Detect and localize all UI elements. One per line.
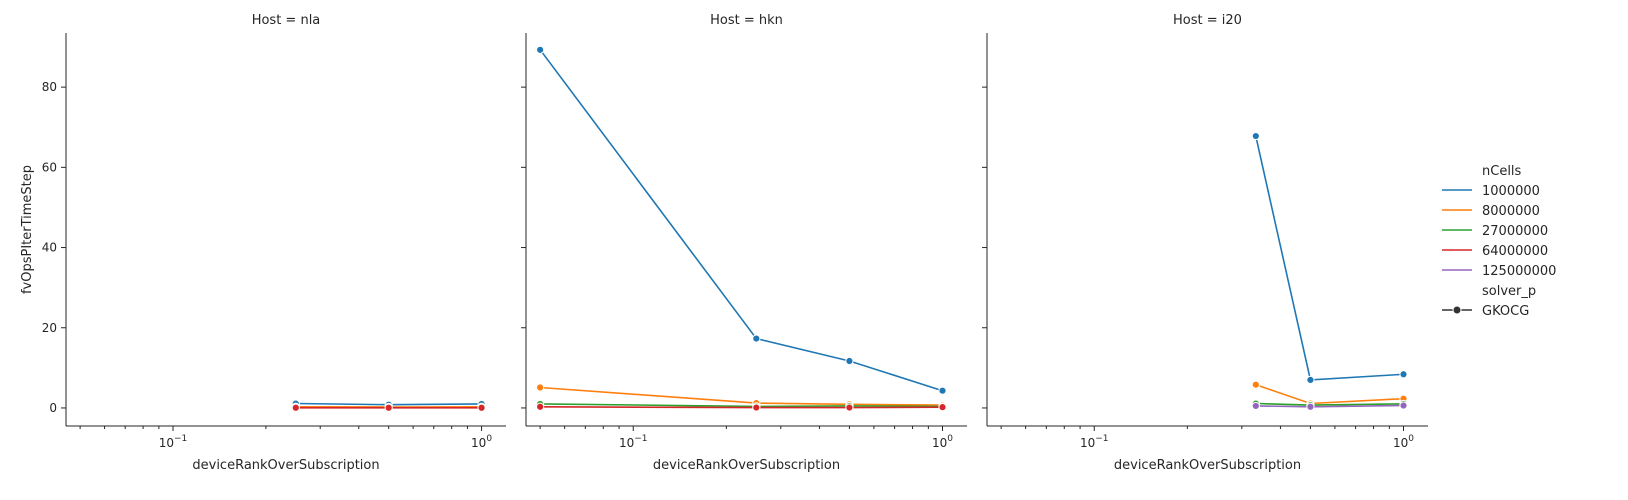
data-point [536, 45, 545, 54]
x-axis-title: deviceRankOverSubscription [192, 458, 379, 473]
x-tick-exponent: 0 [947, 434, 953, 444]
x-tick-label: 10−1 [1080, 434, 1109, 450]
data-point [1306, 402, 1315, 411]
x-tick-base: 10 [471, 436, 486, 450]
legend-marker [1452, 305, 1462, 315]
x-tick-exponent: 0 [1408, 434, 1414, 444]
x-tick-base: 10 [619, 436, 634, 450]
x-tick-base: 10 [1080, 436, 1095, 450]
y-tick-label: 20 [42, 321, 57, 335]
legend-entry: 1000000 [1442, 184, 1540, 199]
legend-entry: 125000000 [1442, 264, 1556, 279]
data-point [845, 356, 854, 366]
data-point [845, 403, 854, 412]
legend-label: 125000000 [1482, 264, 1556, 279]
x-axis-title: deviceRankOverSubscription [1114, 458, 1301, 473]
series-line [540, 405, 943, 409]
series-1000000 [536, 45, 947, 395]
data-point [536, 402, 545, 411]
x-tick-label: 100 [471, 434, 492, 450]
legend-label: 8000000 [1482, 204, 1540, 219]
series-8000000 [1251, 380, 1408, 408]
series-64000000 [536, 402, 947, 412]
legend-label: 27000000 [1482, 224, 1548, 239]
x-tick-exponent: −1 [634, 434, 647, 444]
series-line [540, 386, 943, 406]
series-1000000 [1251, 131, 1408, 384]
x-axis-title: deviceRankOverSubscription [653, 458, 840, 473]
legend-entry: 64000000 [1442, 244, 1548, 259]
x-tick-base: 10 [932, 436, 947, 450]
data-point [291, 403, 300, 412]
series-27000000 [1251, 399, 1408, 410]
data-point [752, 403, 761, 412]
data-point [938, 386, 947, 395]
legend-title-hue: nCells [1482, 164, 1522, 179]
legend-label: 64000000 [1482, 244, 1548, 259]
series-125000000 [1251, 401, 1408, 411]
series-line [540, 403, 943, 408]
x-tick-exponent: −1 [174, 434, 187, 444]
data-point [938, 403, 947, 412]
data-point [477, 403, 486, 412]
x-tick-label: 10−1 [619, 434, 648, 450]
data-point [384, 403, 393, 412]
legend-label: 1000000 [1482, 184, 1540, 199]
y-tick-label: 0 [49, 401, 57, 415]
x-tick-label: 10−1 [159, 434, 188, 450]
legend-entry: 8000000 [1442, 204, 1540, 219]
y-tick-label: 60 [42, 160, 57, 174]
data-point [1251, 401, 1260, 411]
y-tick-label: 40 [42, 241, 57, 255]
series-64000000 [291, 403, 486, 412]
series-line [1255, 383, 1404, 405]
y-tick-label: 80 [42, 80, 57, 94]
y-axis-title: fvOpsPIterTimeStep [20, 165, 35, 294]
data-point [1251, 380, 1260, 389]
data-point [752, 334, 761, 343]
legend: nCells 1000000 8000000 27000000 64000000 1250… [1442, 164, 1556, 319]
data-point [1399, 370, 1408, 379]
series-line [539, 49, 943, 392]
x-tick-base: 10 [1393, 436, 1408, 450]
x-tick-label: 100 [932, 434, 953, 450]
series-line [1255, 404, 1404, 408]
data-point [536, 383, 545, 392]
legend-label: GKOCG [1482, 304, 1529, 319]
panel-title: Host = nla [252, 13, 321, 28]
legend-entry: 27000000 [1442, 224, 1548, 239]
panel-title: Host = hkn [710, 13, 783, 28]
panel-title: Host = i20 [1173, 13, 1242, 28]
legend-entry: GKOCG [1442, 304, 1529, 319]
series-line [1255, 402, 1404, 406]
series-line [1255, 135, 1404, 381]
x-tick-base: 10 [159, 436, 174, 450]
data-point [1251, 131, 1260, 141]
data-point [1399, 401, 1408, 410]
x-tick-label: 100 [1393, 434, 1414, 450]
x-tick-exponent: −1 [1095, 434, 1108, 444]
legend-title-style: solver_p [1482, 284, 1536, 299]
x-tick-exponent: 0 [486, 434, 492, 444]
data-point [1306, 375, 1315, 384]
